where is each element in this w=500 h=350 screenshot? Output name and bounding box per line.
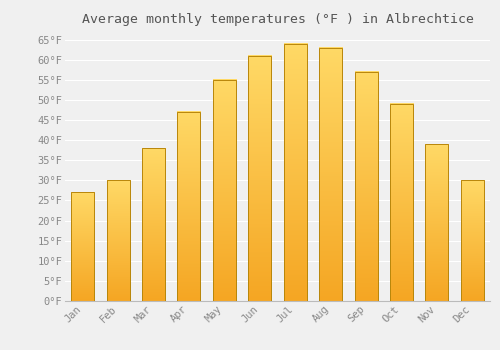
- Bar: [142, 148, 165, 301]
- Bar: [178, 112, 201, 301]
- Bar: [213, 80, 236, 301]
- Bar: [390, 104, 413, 301]
- Bar: [319, 48, 342, 301]
- Bar: [71, 193, 94, 301]
- Bar: [248, 56, 272, 301]
- Bar: [461, 180, 484, 301]
- Bar: [284, 43, 306, 301]
- Title: Average monthly temperatures (°F ) in Albrechtice: Average monthly temperatures (°F ) in Al…: [82, 13, 473, 26]
- Bar: [426, 144, 448, 301]
- Bar: [354, 72, 378, 301]
- Bar: [106, 180, 130, 301]
